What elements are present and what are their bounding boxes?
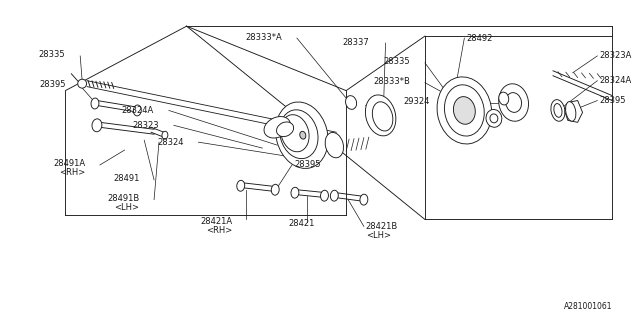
Ellipse shape [365,95,396,136]
Text: 28491B: 28491B [107,194,140,203]
Ellipse shape [499,84,529,121]
Ellipse shape [330,190,339,201]
Text: 28324A: 28324A [599,76,632,85]
Text: 29324: 29324 [403,97,430,106]
Text: <RH>: <RH> [59,168,85,177]
Ellipse shape [325,132,344,158]
Ellipse shape [453,97,476,124]
Text: <LH>: <LH> [366,231,391,240]
Ellipse shape [276,122,294,137]
Text: 28324A: 28324A [122,106,154,115]
Ellipse shape [566,102,576,121]
Text: <RH>: <RH> [207,226,233,235]
Text: 28395: 28395 [599,96,626,105]
Ellipse shape [271,184,279,195]
Ellipse shape [162,131,168,139]
Ellipse shape [444,85,484,136]
Text: 28333*A: 28333*A [245,33,282,42]
Ellipse shape [372,102,393,131]
Ellipse shape [321,190,328,201]
Ellipse shape [300,131,306,139]
Text: 28323A: 28323A [599,52,632,60]
Ellipse shape [77,79,86,88]
Ellipse shape [506,93,522,112]
Ellipse shape [360,194,368,205]
Text: 28421B: 28421B [366,222,398,231]
Ellipse shape [91,98,99,109]
Ellipse shape [281,115,309,152]
Ellipse shape [237,180,244,191]
Polygon shape [565,100,582,122]
Ellipse shape [291,187,299,198]
Text: <LH>: <LH> [115,203,140,212]
Text: 28395: 28395 [294,160,321,170]
Ellipse shape [264,116,291,138]
Text: 28395: 28395 [39,80,65,89]
Text: 28324: 28324 [157,138,184,147]
Ellipse shape [280,110,318,159]
Text: 28323: 28323 [132,121,159,130]
Text: 28335: 28335 [39,51,65,60]
Ellipse shape [551,100,565,121]
Text: 28421A: 28421A [201,217,233,226]
Text: A281001061: A281001061 [564,302,612,311]
Ellipse shape [490,114,498,123]
Text: 28491A: 28491A [53,159,85,168]
Ellipse shape [499,92,509,105]
Ellipse shape [133,105,141,116]
Text: 28492: 28492 [467,34,493,43]
Ellipse shape [276,102,328,168]
Ellipse shape [437,77,492,144]
Text: 28333*B: 28333*B [373,77,410,86]
Text: 28491: 28491 [113,174,140,183]
Text: 28335: 28335 [383,57,410,66]
Ellipse shape [554,104,562,117]
Text: 28421: 28421 [289,219,315,228]
Text: 28337: 28337 [342,37,369,46]
Ellipse shape [92,119,102,132]
Ellipse shape [486,109,502,127]
Ellipse shape [346,96,356,109]
